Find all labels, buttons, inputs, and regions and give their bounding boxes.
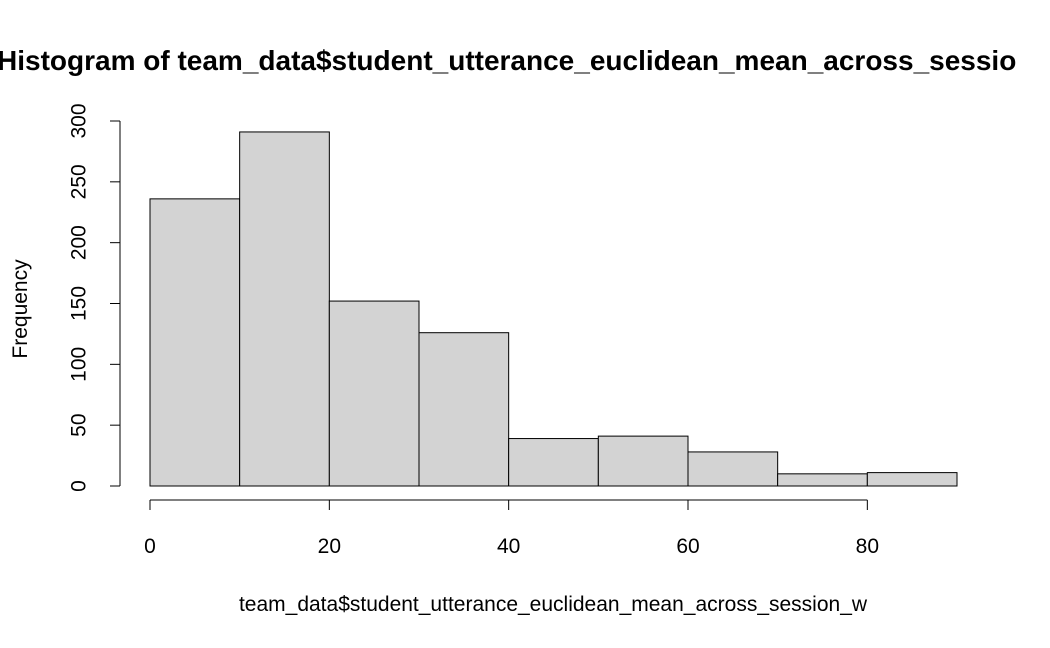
y-tick-label: 300 [67,103,90,138]
x-axis-label: team_data$student_utterance_euclidean_me… [239,593,868,616]
histogram-bar-1 [149,198,241,487]
histogram-bar-3 [328,300,420,487]
x-tick-label: 80 [856,535,879,558]
y-axis-label: Frequency [9,259,32,359]
histogram-bar-8 [777,473,868,487]
y-tick-label: 50 [67,413,90,436]
histogram-bars [149,131,958,487]
x-tick-label: 60 [676,535,699,558]
y-axis: 0 50 100 150 200 250 300 [67,103,121,492]
chart-title: Histogram of team_data$student_utterance… [0,45,1016,76]
y-tick-label: 250 [67,164,90,199]
y-tick-label: 100 [67,347,90,382]
y-tick-label: 150 [67,286,90,321]
x-tick-label: 0 [144,535,156,558]
y-tick-label: 200 [67,225,90,260]
x-tick-label: 20 [318,535,341,558]
histogram-bar-5 [508,438,599,487]
y-tick-label: 0 [67,480,90,492]
histogram-bar-4 [418,332,510,487]
histogram-bar-7 [687,451,779,487]
histogram-bar-2 [239,131,330,487]
histogram-bar-6 [597,435,689,487]
x-tick-label: 40 [497,535,520,558]
x-axis: 0 20 40 60 80 [144,499,879,558]
histogram-bar-9 [866,472,958,487]
